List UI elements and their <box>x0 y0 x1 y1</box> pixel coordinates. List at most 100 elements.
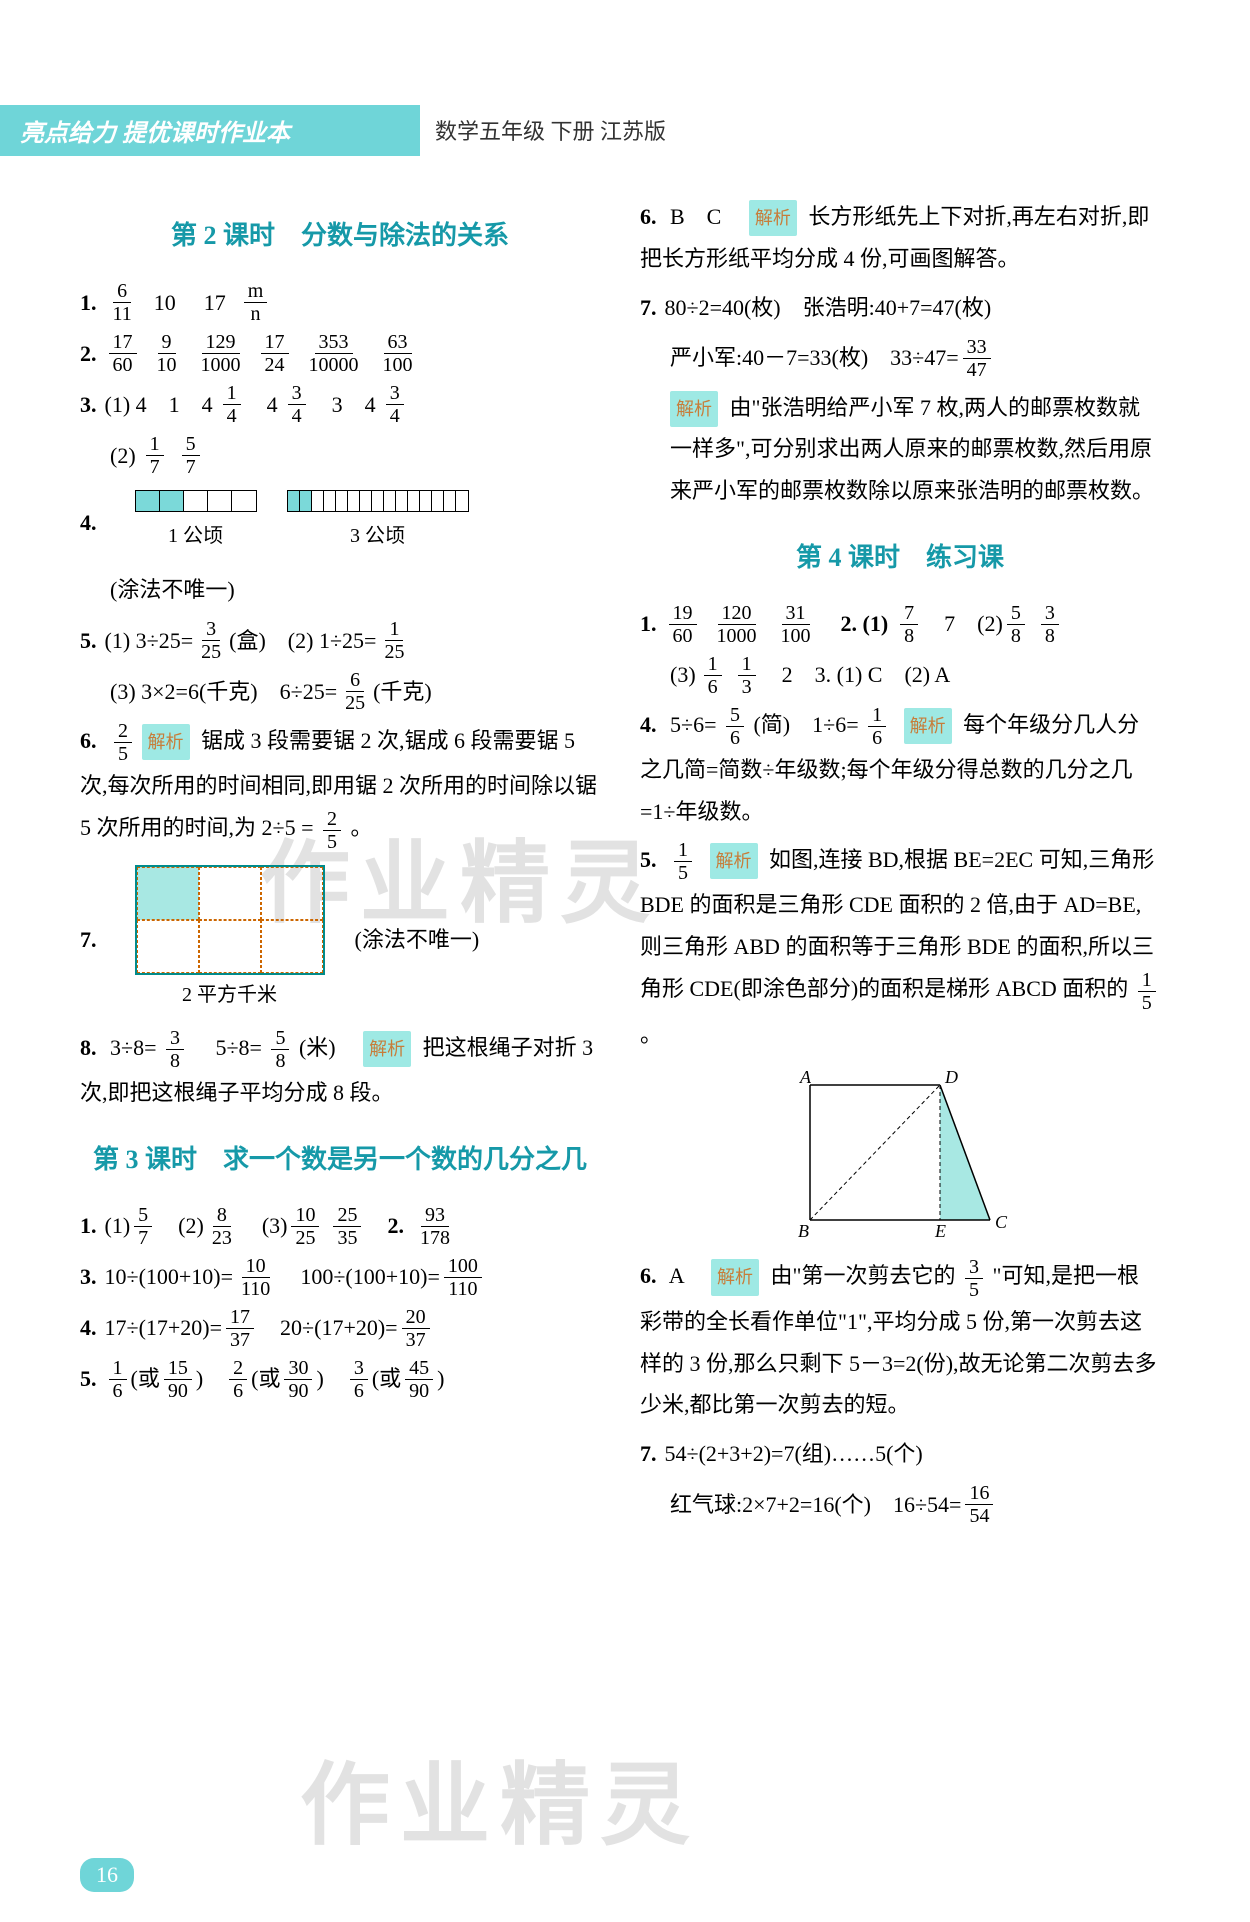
fraction: 15 <box>674 839 692 884</box>
vertex-a: A <box>799 1067 812 1087</box>
eq: = <box>301 815 313 840</box>
rect-cell <box>199 867 261 920</box>
rect-box <box>135 865 325 975</box>
analysis-tag: 解析 <box>710 843 758 879</box>
fraction: 13 <box>738 653 756 698</box>
fraction: 31100 <box>777 602 815 647</box>
value: 17 <box>204 281 226 325</box>
rect-cell <box>137 867 199 920</box>
header-series-title: 亮点给力 提优课时作业本 <box>0 105 420 156</box>
l2-q4: 4. 1 公顷 3 公顷 <box>80 484 600 562</box>
l2-q7: 7. 2 平方千米 (涂法不唯一) <box>80 859 600 1021</box>
text: 17÷(17+20)= <box>105 1306 223 1350</box>
fraction: 1724 <box>261 331 289 376</box>
fraction: 625 <box>341 669 369 714</box>
rect-cell <box>261 920 323 973</box>
fraction: 63100 <box>379 331 417 376</box>
fraction: 1760 <box>109 331 137 376</box>
text: 80÷2=40(枚) 张浩明:40+7=47(枚) <box>665 286 992 330</box>
l4-q1: 1. 1960 1201000 31100 2. (1) 78 7 (2) 58… <box>640 602 1160 647</box>
header-book-title: 数学五年级 下册 江苏版 <box>420 114 666 146</box>
l2-q2: 2. 1760 910 1291000 1724 35310000 63100 <box>80 331 600 376</box>
fraction: 35 <box>965 1256 983 1301</box>
r-q7b: 严小军:40－7=33(枚) 33÷47= 3347 <box>640 336 1160 381</box>
num-label: 7. <box>640 1432 657 1476</box>
fraction: 125 <box>380 618 408 663</box>
text: (2) <box>156 1204 204 1248</box>
num-label: 5. <box>80 1357 97 1401</box>
left-column: 第 2 课时 分数与除法的关系 1. 611 10 17 mn 2. 1760 … <box>80 190 600 1533</box>
note: (涂法不唯一) <box>355 918 480 962</box>
text: (1) 4 1 4 <box>105 383 213 427</box>
rect-label: 2 平方千米 <box>135 975 325 1015</box>
num-label: 4. <box>80 501 97 545</box>
rect-diagram: 2 平方千米 <box>135 865 325 1015</box>
fraction: 26 <box>229 1357 247 1402</box>
l3-q5: 5. 16 (或 1590 ) 26 (或 3090 ) 36 (或 4590 … <box>80 1357 600 1402</box>
content-area: 第 2 课时 分数与除法的关系 1. 611 10 17 mn 2. 1760 … <box>0 160 1250 1553</box>
fraction: 1201000 <box>713 602 761 647</box>
fraction: 35310000 <box>305 331 363 376</box>
num-label: 5. <box>80 619 97 663</box>
l2-q6: 6. 25 解析 锯成 3 段需要锯 2 次,锯成 6 段需要锯 5 次,每次所… <box>80 720 600 853</box>
bar-diagram: 1 公顷 3 公顷 <box>135 490 469 556</box>
l4-q7b: 红气球:2×7+2=16(个) 16÷54= 1654 <box>640 1482 1160 1527</box>
note: (涂法不唯一) <box>110 568 235 612</box>
bar-row <box>287 490 469 512</box>
text: 4 <box>245 383 278 427</box>
fraction: 25 <box>114 720 132 765</box>
num-label: 1. <box>640 602 657 646</box>
rect-cell <box>261 867 323 920</box>
num-label: 6. <box>640 204 657 229</box>
num-label: 3. <box>80 1255 97 1299</box>
text: 7 (2) <box>922 602 1003 646</box>
text: ) <box>316 1357 345 1401</box>
text: 红气球:2×7+2=16(个) 16÷54= <box>670 1483 961 1527</box>
fraction: 16 <box>704 653 722 698</box>
text: (1) 3÷25= <box>105 619 194 663</box>
num-label: 2. <box>80 332 97 376</box>
fraction: 58 <box>1007 602 1025 647</box>
fraction: 58 <box>271 1027 289 1072</box>
num-label: 4. <box>80 1306 97 1350</box>
fraction: 3090 <box>284 1357 312 1402</box>
text: (盒) (2) 1÷25= <box>229 619 376 663</box>
text: (1) <box>105 1204 131 1248</box>
analysis-tag: 解析 <box>363 1031 411 1067</box>
fraction: 57 <box>182 433 200 478</box>
l2-q4-note: (涂法不唯一) <box>80 568 600 612</box>
num-label: 5. <box>640 847 657 872</box>
text: A <box>669 1263 706 1288</box>
l4-q4: 4. 5÷6= 56 (简) 1÷6= 16 解析 每个年级分几人分之几简=简数… <box>640 704 1160 833</box>
fraction: 38 <box>1041 602 1059 647</box>
fraction: 325 <box>197 618 225 663</box>
fraction: 1654 <box>965 1482 993 1527</box>
text: ) <box>196 1357 225 1401</box>
value: 10 <box>154 281 176 325</box>
lesson-3-title: 第 3 课时 求一个数是另一个数的几分之几 <box>80 1134 600 1186</box>
analysis-text: 由"张浩明给严小军 7 枚,两人的邮票枚数就一样多",可分别求出两人原来的邮票枚… <box>670 395 1154 504</box>
fraction: 2037 <box>402 1306 430 1351</box>
fraction: 100110 <box>444 1255 482 1300</box>
l2-q3b: (2) 17 57 <box>80 433 600 478</box>
analysis-tag: 解析 <box>749 200 797 236</box>
l2-q3: 3. (1) 4 1 4 14 4 34 3 4 34 <box>80 382 600 427</box>
analysis-tag: 解析 <box>711 1259 759 1295</box>
rect-cell <box>137 920 199 973</box>
num-label: 1. <box>80 1204 97 1248</box>
fraction: 56 <box>726 704 744 749</box>
analysis-tag: 解析 <box>142 724 190 760</box>
text: 54÷(2+3+2)=7(组)……5(个) <box>665 1432 923 1476</box>
fraction: 1590 <box>164 1357 192 1402</box>
text: 2 3. (1) C (2) A <box>760 653 951 697</box>
num-label: 7. <box>640 286 657 330</box>
l3-q1: 1. (1) 57 (2) 823 (3) 1025 2535 2. 93178 <box>80 1204 600 1249</box>
text: 。 <box>640 1022 662 1047</box>
text: 100÷(100+10)= <box>278 1255 440 1299</box>
right-column: 6. B C 解析 长方形纸先上下对折,再左右对折,即把长方形纸平均分成 4 份… <box>640 190 1160 1533</box>
fraction: 1960 <box>669 602 697 647</box>
vertex-b: B <box>798 1221 809 1241</box>
vertex-d: D <box>944 1067 958 1087</box>
bar-row <box>135 490 257 512</box>
num-label: 8. <box>80 1035 97 1060</box>
